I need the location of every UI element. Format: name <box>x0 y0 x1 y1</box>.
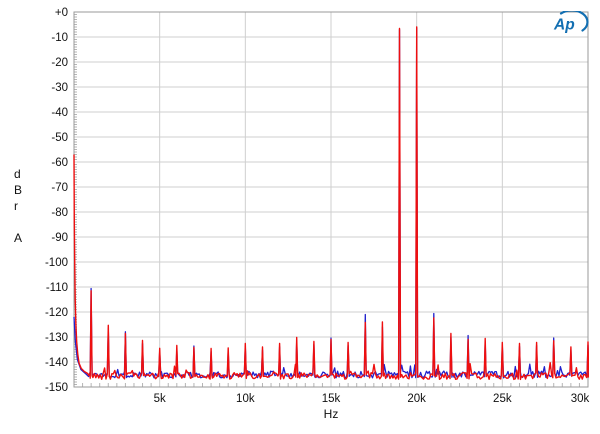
x-tick-label: 20k <box>407 393 426 405</box>
x-tick-label: 15k <box>322 393 341 405</box>
x-tick-label: 25k <box>493 393 512 405</box>
y-tick-label: -40 <box>51 107 68 119</box>
logo-text: Ap <box>553 17 575 34</box>
y-tick-label: -140 <box>45 357 68 369</box>
trace-blue-channel <box>73 27 589 379</box>
y-tick-label: -20 <box>51 57 68 69</box>
y-tick-label: +0 <box>55 7 68 19</box>
x-tick-label: 10k <box>236 393 255 405</box>
y-tick-label: -60 <box>51 157 68 169</box>
trace-red-channel <box>73 26 589 381</box>
y-tick-label: -100 <box>45 257 68 269</box>
y-tick-label: -90 <box>51 232 68 244</box>
x-tick-label: 30k <box>571 393 590 405</box>
y-axis-unit-label: d B r A <box>14 167 23 245</box>
y-tick-label: -10 <box>51 32 68 44</box>
y-tick-label: -130 <box>45 332 68 344</box>
y-tick-label: -30 <box>51 82 68 94</box>
x-axis-unit-label: Hz <box>323 407 339 421</box>
y-tick-label: -70 <box>51 182 68 194</box>
y-tick-label: -50 <box>51 132 68 144</box>
x-tick-label: 5k <box>154 393 166 405</box>
logo-swoosh-icon <box>559 9 589 32</box>
audio-precision-logo: Ap <box>549 9 591 37</box>
y-tick-label: -120 <box>45 307 68 319</box>
y-tick-label: -150 <box>45 382 68 394</box>
y-tick-label: -80 <box>51 207 68 219</box>
y-tick-label: -110 <box>46 282 68 294</box>
